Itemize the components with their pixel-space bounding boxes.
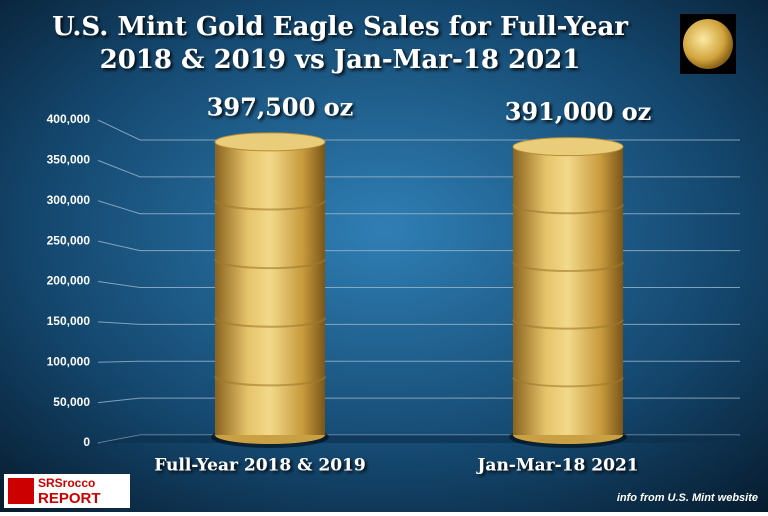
title: U.S. Mint Gold Eagle Sales for Full-Year… [52,12,628,75]
source-note: info from U.S. Mint website [617,492,758,504]
y-tick-label: 200,000 [47,274,91,288]
y-tick-label: 250,000 [47,233,91,247]
bar [513,146,623,435]
y-tick-label: 100,000 [47,354,91,368]
bar-band [214,258,326,270]
value-label: 391,000 oz [505,97,652,126]
chart-title: 2018 & 2019 vs Jan-Mar-18 2021 [100,45,581,75]
bar-band [512,204,624,215]
bar-top [512,137,624,157]
bar-band [512,319,624,330]
y-tick-label: 400,000 [47,112,91,126]
floor [98,435,740,443]
logo-text: SRSrocco [38,476,95,490]
value-label: 397,500 oz [207,92,354,121]
y-tick-label: 150,000 [47,314,91,328]
bar-top [214,132,326,152]
logo-text: REPORT [38,490,101,507]
y-tick-label: 350,000 [47,153,91,167]
chart-title: U.S. Mint Gold Eagle Sales for Full-Year [52,12,628,42]
bar-band [512,261,624,272]
y-tick-label: 300,000 [47,193,91,207]
bar-band [214,200,326,211]
x-tick-label: Jan-Mar-18 2021 [475,456,638,476]
coin-icon [683,19,733,69]
bar-band [214,317,326,328]
bar-band [214,376,326,387]
y-tick-label: 50,000 [53,395,90,409]
y-tick-label: 0 [83,435,90,449]
bar [215,141,325,435]
logo-icon [8,478,34,504]
bar-band [512,377,624,388]
x-tick-label: Full-Year 2018 & 2019 [154,456,365,476]
